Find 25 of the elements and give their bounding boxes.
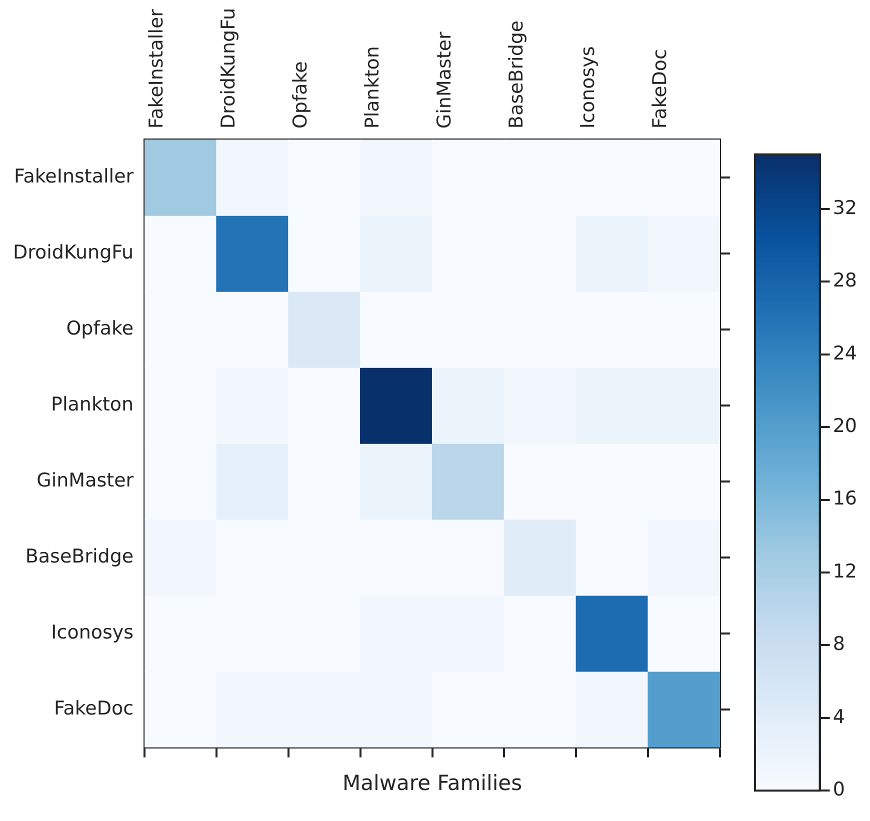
y-tick-label: BaseBridge	[25, 545, 134, 568]
x-tick-label: Iconosys	[577, 46, 600, 129]
x-tick-label: FakeDoc	[649, 49, 672, 129]
x-tick-label: Plankton	[361, 46, 384, 129]
color-bar-label: 12	[832, 560, 858, 582]
y-tick-label: Plankton	[51, 393, 134, 416]
y-tick-label: DroidKungFu	[13, 241, 134, 264]
color-bar-label: 16	[832, 488, 858, 510]
color-bar-label: 28	[832, 270, 858, 292]
y-tick-label: Iconosys	[51, 621, 134, 644]
x-tick-label: DroidKungFu	[218, 8, 240, 129]
color-bar-label: 24	[832, 342, 858, 364]
x-tick-label: Opfake	[290, 61, 312, 129]
y-tick-label: FakeDoc	[54, 697, 134, 720]
y-tick-label: FakeInstaller	[14, 166, 134, 188]
y-tick-label: GinMaster	[36, 469, 134, 492]
color-bar-label: 8	[832, 633, 845, 656]
x-tick-label: BaseBridge	[505, 20, 528, 129]
color-bar-label: 32	[832, 196, 858, 219]
color-bar-label: 0	[832, 778, 845, 801]
x-tick-label: GinMaster	[433, 31, 456, 129]
x-axis-title: Malware Families	[342, 770, 522, 795]
y-tick-label: Opfake	[66, 317, 134, 340]
color-bar-label: 20	[832, 414, 858, 437]
color-bar-label: 4	[832, 706, 845, 728]
